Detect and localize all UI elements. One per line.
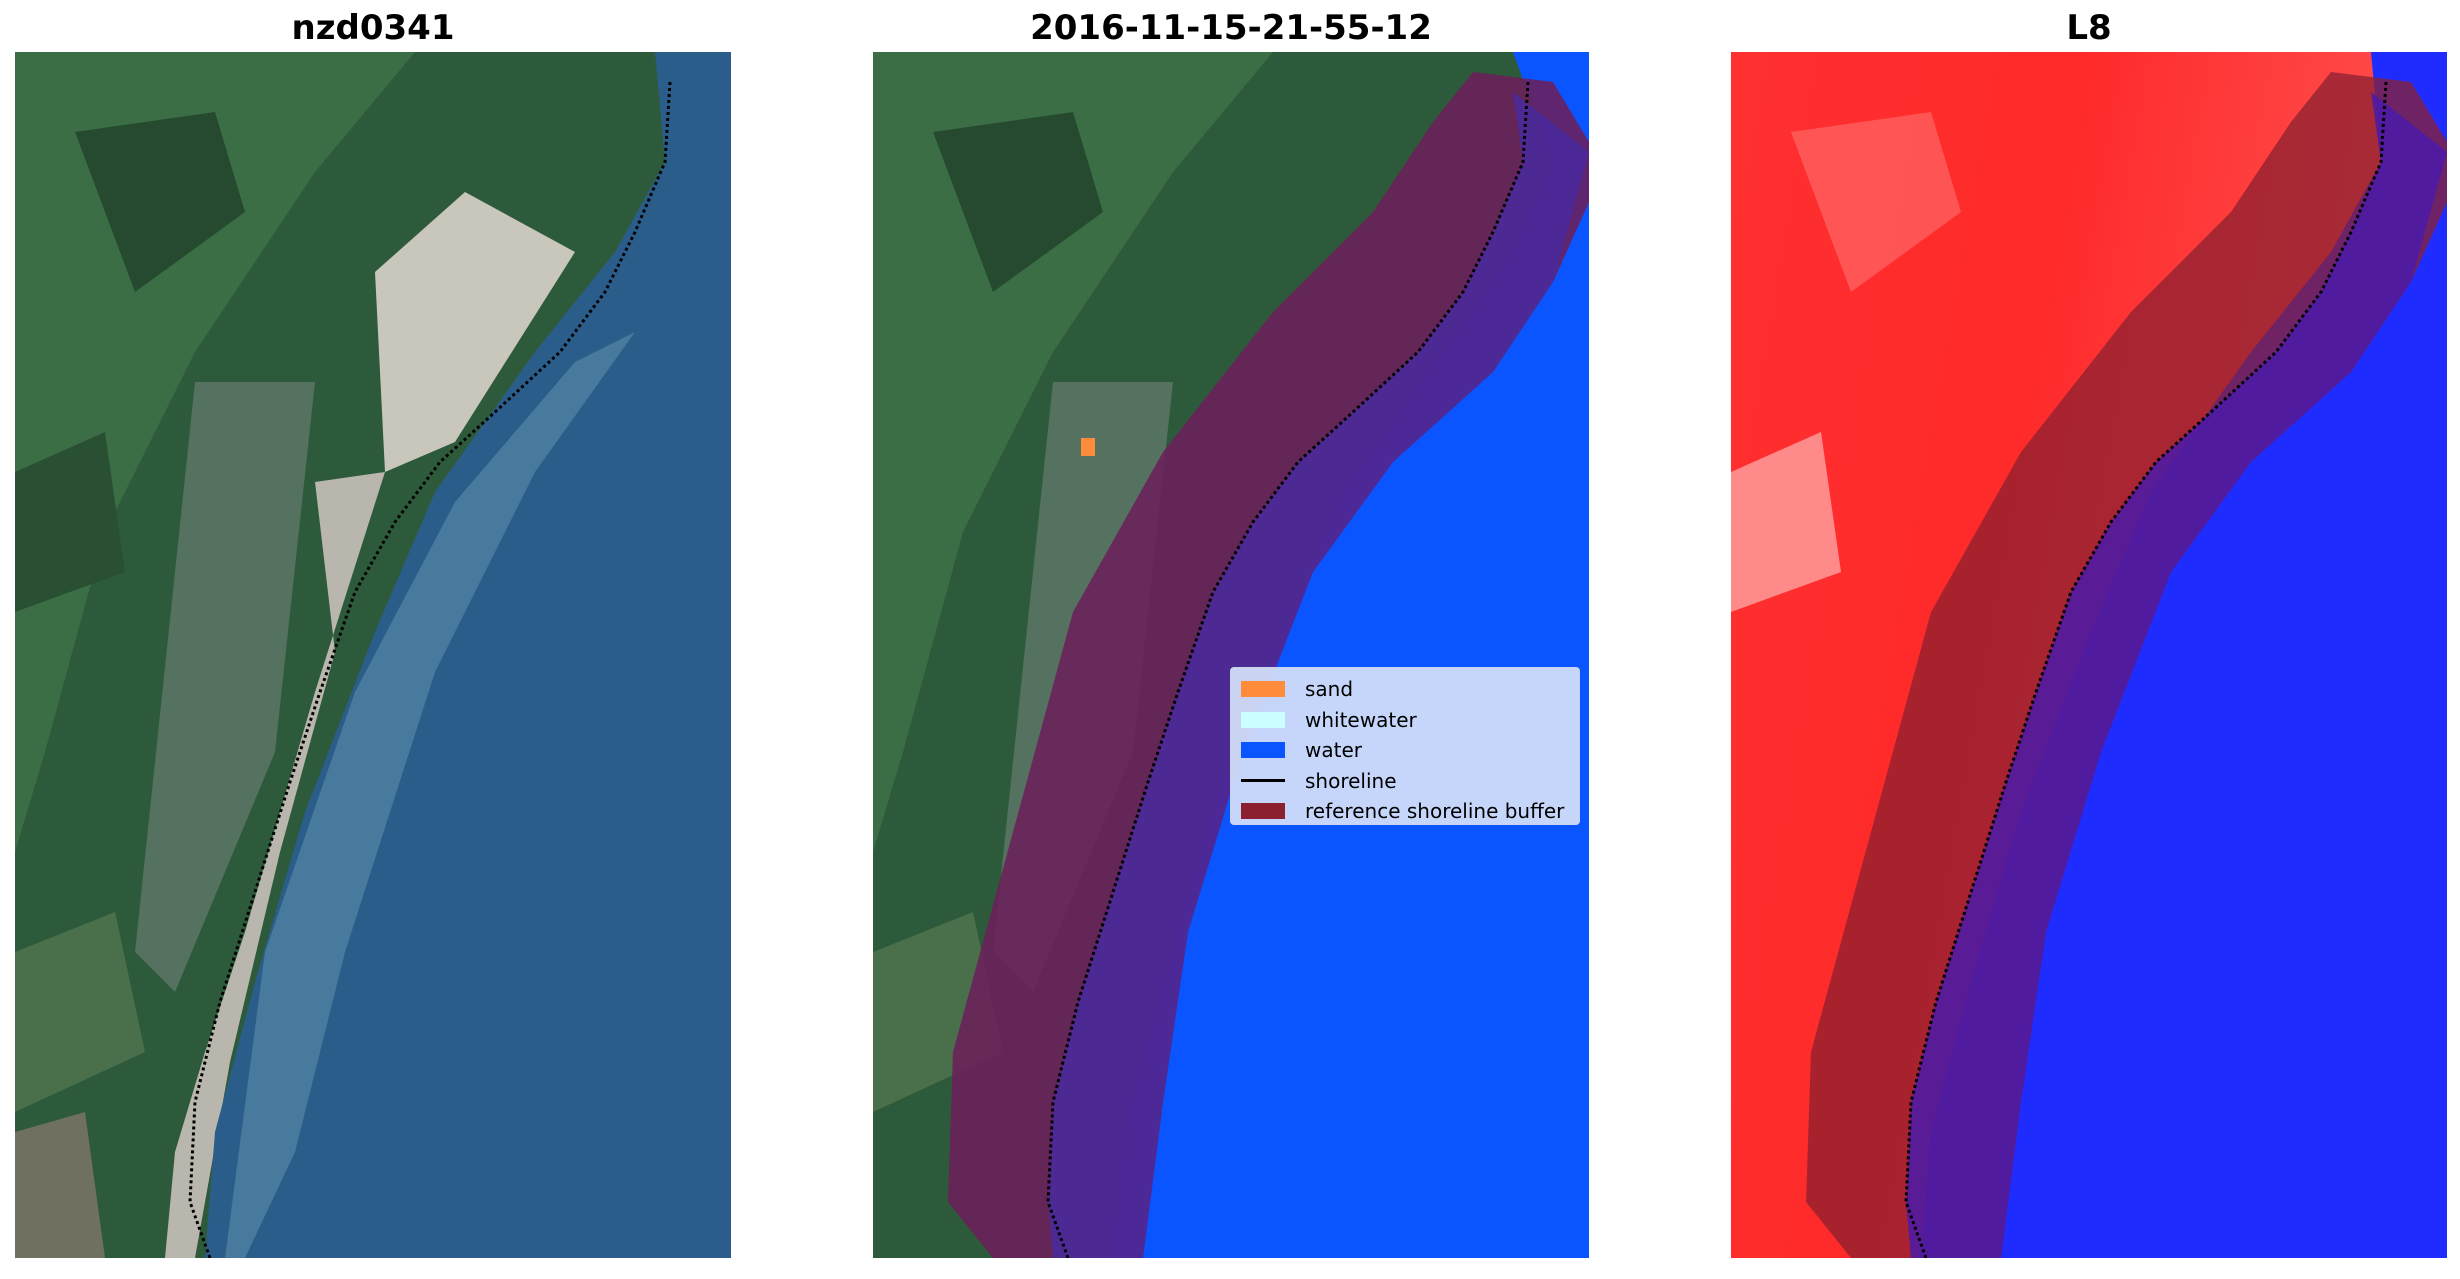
legend: sand whitewater water shoreline referenc… [1230,667,1580,825]
legend-item-water: water [1241,735,1569,766]
legend-label: shoreline [1305,768,1397,793]
rgb-satellite-image [15,52,731,1258]
shoreline-line [188,81,672,1258]
shoreline-line [1046,81,1530,1258]
buffer-swatch [1241,803,1285,820]
classified-image-panel [873,52,1589,1258]
panel-title-classified: 2016-11-15-21-55-12 [1030,8,1432,48]
classified-image [873,52,1589,1258]
mndwi-image [1731,52,2447,1258]
rgb-image-panel [15,52,731,1258]
legend-item-shoreline: shoreline [1241,766,1569,797]
legend-label: sand [1305,677,1354,702]
sand-patch [1081,438,1095,456]
whitewater-swatch [1241,711,1285,728]
panel-title-mndwi: L8 [2066,8,2112,48]
legend-label: whitewater [1305,707,1417,732]
panel-title-rgb: nzd0341 [291,8,455,48]
legend-item-whitewater: whitewater [1241,705,1569,736]
sand-swatch [1241,681,1285,698]
legend-label: water [1305,738,1362,763]
legend-item-sand: sand [1241,674,1569,705]
legend-label: reference shoreline buffer [1305,799,1565,824]
mndwi-image-panel [1731,52,2447,1258]
legend-item-buffer: reference shoreline buffer [1241,796,1569,827]
shoreline-line [1904,81,2388,1258]
water-swatch [1241,742,1285,759]
shoreline-swatch [1241,779,1285,783]
